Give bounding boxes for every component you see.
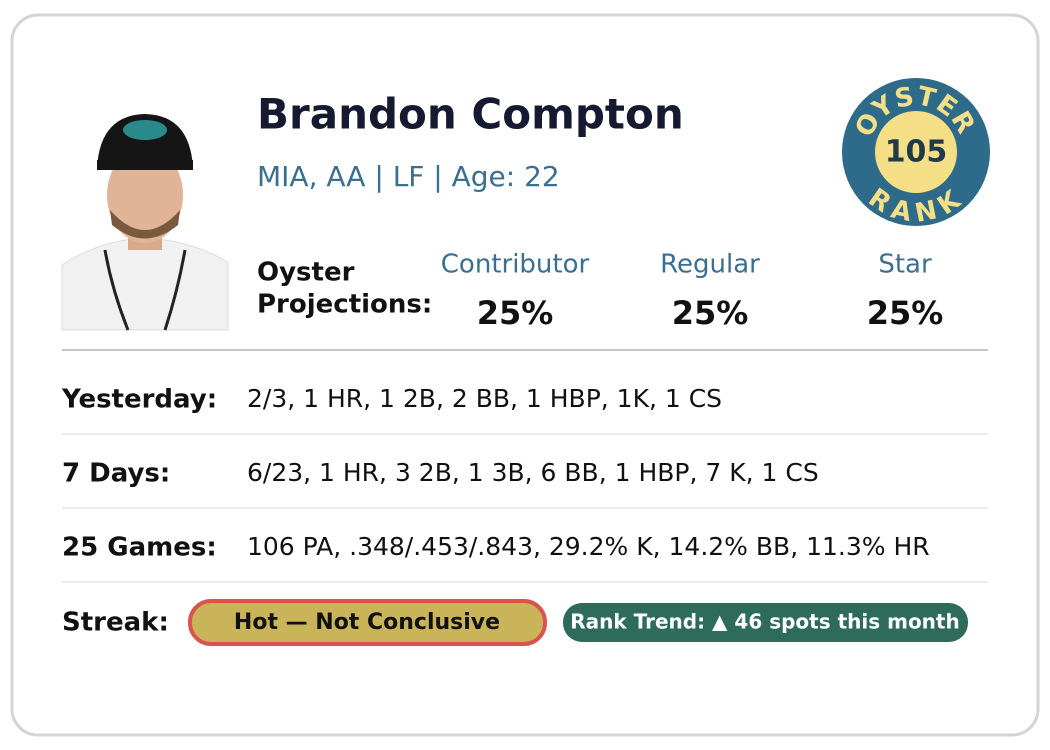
trend-pill [563,603,968,642]
stat-label: 25 Games: [62,533,217,563]
player-name: Brandon Compton [257,90,684,139]
player-details: MIA, AA | LF | Age: 22 [257,160,560,193]
rank-badge: OYSTER RANK 105 [842,78,990,229]
projections-label: Oyster [257,258,355,288]
stat-value: 2/3, 1 HR, 1 2B, 2 BB, 1 HBP, 1K, 1 CS [247,384,722,413]
rank-trend: Rank Trend: ▲ 46 spots this month [570,610,959,634]
stat-value: 106 PA, .348/.453/.843, 29.2% K, 14.2% B… [247,532,930,561]
projections-label: Projections: [257,290,432,320]
projection-name: Star [878,250,932,280]
projection-name: Contributor [441,250,590,280]
projection-value: 25% [477,294,554,332]
streak-status: Hot — Not Conclusive [234,610,500,635]
projection-value: 25% [672,294,749,332]
badge-rank: 105 [885,135,948,170]
projection-name: Regular [660,250,760,280]
streak-pill [188,599,547,646]
stat-label: Yesterday: [61,385,217,415]
stat-rows: Yesterday: 2/3, 1 HR, 1 2B, 2 BB, 1 HBP, … [61,384,988,583]
projection-value: 25% [867,294,944,332]
player-photo [61,110,229,331]
stat-label: 7 Days: [62,459,170,489]
stat-value: 6/23, 1 HR, 3 2B, 1 3B, 6 BB, 1 HBP, 7 K… [247,458,819,487]
streak-label: Streak: [62,608,169,638]
projection-columns: Contributor 25% Regular 25% Star 25% [441,250,944,333]
card [10,13,1040,737]
